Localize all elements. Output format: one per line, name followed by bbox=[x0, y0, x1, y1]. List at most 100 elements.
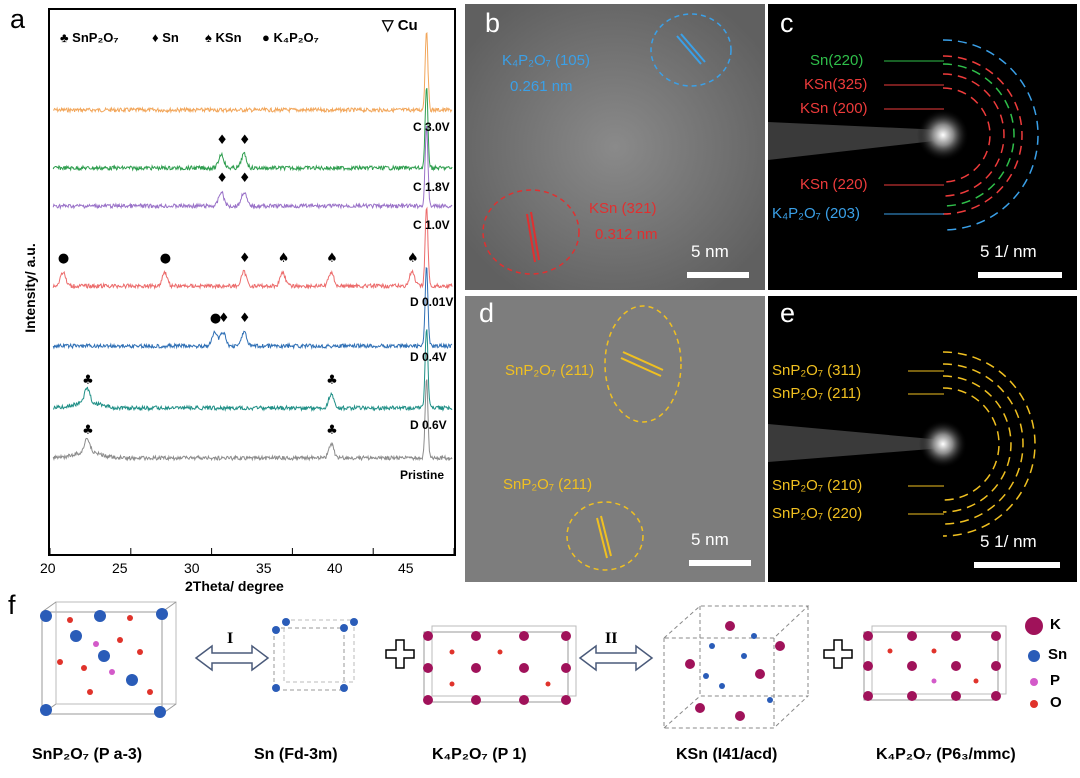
x-tick-20: 20 bbox=[40, 560, 56, 576]
structure-snp2o7 bbox=[40, 601, 177, 718]
xrd-plot: ♦ ♦ ♦ ♦ ● ● ♦ ♠ ♠ ♠ ● ♦ ♦ ♣ ♣ ♣ ♣ bbox=[48, 8, 456, 556]
legend-ksn: ♠ KSn bbox=[205, 30, 242, 45]
peak-marker-6-0: ♣ bbox=[82, 423, 94, 438]
xrd-trace-1 bbox=[52, 88, 453, 172]
structure-name-ksn: KSn (I41/acd) bbox=[676, 746, 778, 763]
tem-b-scale-text: 5 nm bbox=[691, 242, 729, 261]
x-tick-25: 25 bbox=[112, 560, 128, 576]
peak-marker-4-1: ♦ bbox=[218, 311, 230, 326]
saed-c-label-ksn325: KSn(325) bbox=[804, 76, 868, 93]
tem-d-scale-bar bbox=[689, 560, 751, 566]
legend-p-atom bbox=[1030, 678, 1038, 686]
trace-label-d06v: D 0.6V bbox=[410, 418, 447, 432]
peak-marker-3-0: ● bbox=[58, 251, 69, 266]
trace-label-c3v: C 3.0V bbox=[413, 120, 450, 134]
legend-sn-atom bbox=[1028, 650, 1040, 662]
peak-marker-1-0: ♦ bbox=[216, 133, 228, 148]
trace-label-c18v: C 1.8V bbox=[413, 180, 450, 194]
saed-e-scale-text: 5 1/ nm bbox=[980, 532, 1037, 551]
xrd-trace-6 bbox=[52, 379, 453, 462]
trace-label-d04v: D 0.4V bbox=[410, 350, 447, 364]
tem-b-label-k4p2o7: K₄P₂O₇ (105) bbox=[502, 52, 590, 69]
cu-marker: ▽ Cu bbox=[382, 17, 418, 34]
peak-marker-2-0: ♦ bbox=[216, 171, 228, 186]
tem-b-label-ksn: KSn (321) bbox=[589, 200, 657, 217]
peak-marker-4-0: ● bbox=[210, 311, 221, 326]
structure-sn bbox=[272, 618, 358, 692]
transition-label-i: I bbox=[227, 630, 234, 647]
xrd-trace-5 bbox=[52, 329, 453, 412]
saed-image-c: c Sn(220) KSn(325) KSn (200) KSn (220) K… bbox=[768, 4, 1077, 290]
tem-d-label-1: SnP₂O₇ (211) bbox=[505, 362, 595, 379]
x-tick-45: 45 bbox=[398, 560, 414, 576]
x-tick-35: 35 bbox=[256, 560, 272, 576]
trace-label-c1v: C 1.0V bbox=[413, 218, 450, 232]
saed-e-label-220: SnP₂O₇ (220) bbox=[772, 505, 863, 522]
structure-k4p2o7-p63mmc bbox=[863, 625, 1007, 701]
peak-marker-3-4: ♠ bbox=[326, 251, 338, 266]
x-tick-30: 30 bbox=[184, 560, 200, 576]
saed-e-label-211: SnP₂O₇ (211) bbox=[772, 385, 862, 402]
tem-b-label-ksn-spacing: 0.312 nm bbox=[595, 226, 658, 243]
tem-b-scale-bar bbox=[687, 272, 749, 278]
peak-marker-5-1: ♣ bbox=[326, 373, 338, 388]
tem-image-d: d SnP₂O₇ (211) SnP₂O₇ (211) 5 nm bbox=[465, 296, 765, 582]
x-tick-40: 40 bbox=[327, 560, 343, 576]
saed-e-label-210: SnP₂O₇ (210) bbox=[772, 477, 863, 494]
legend-sn: ♦ Sn bbox=[152, 30, 179, 45]
legend-o-atom bbox=[1030, 700, 1038, 708]
trace-label-d001v: D 0.01V bbox=[410, 295, 454, 309]
peak-marker-4-2: ♦ bbox=[239, 311, 251, 326]
saed-e-scale-bar bbox=[974, 562, 1060, 568]
legend-k-atom bbox=[1025, 617, 1043, 635]
y-axis-label: Intensity/ a.u. bbox=[22, 243, 38, 333]
xrd-trace-0 bbox=[53, 32, 453, 114]
trace-label-pristine: Pristine bbox=[400, 468, 445, 482]
structure-k4p2o7-p1 bbox=[423, 625, 577, 705]
tem-d-scale-text: 5 nm bbox=[691, 530, 729, 549]
crystal-structures bbox=[40, 601, 1043, 729]
peak-marker-6-1: ♣ bbox=[326, 423, 338, 438]
structure-name-sn: Sn (Fd-3m) bbox=[254, 746, 338, 763]
panel-e-letter: e bbox=[780, 298, 796, 328]
tem-image-b: b K₄P₂O₇ (105) 0.261 nm KSn (321) 0.312 … bbox=[465, 4, 765, 290]
saed-c-scale-text: 5 1/ nm bbox=[980, 242, 1037, 261]
saed-e-label-311: SnP₂O₇ (311) bbox=[772, 362, 862, 379]
xrd-trace-3 bbox=[52, 206, 453, 290]
peak-marker-2-1: ♦ bbox=[239, 171, 251, 186]
peak-marker-1-1: ♦ bbox=[239, 133, 251, 148]
legend-p-label: P bbox=[1050, 672, 1061, 689]
legend-k-label: K bbox=[1050, 616, 1061, 633]
legend-o-label: O bbox=[1050, 694, 1062, 711]
saed-image-e: e SnP₂O₇ (311) SnP₂O₇ (211) SnP₂O₇ (210)… bbox=[768, 296, 1077, 582]
tem-b-label-k4p2o7-spacing: 0.261 nm bbox=[510, 78, 573, 95]
structure-name-snp2o7: SnP₂O₇ (P a-3) bbox=[32, 746, 143, 763]
xrd-trace-4 bbox=[52, 267, 453, 350]
peak-marker-5-0: ♣ bbox=[82, 373, 94, 388]
x-axis-label: 2Theta/ degree bbox=[185, 578, 284, 594]
legend-snp2o7: ♣ SnP₂O₇ bbox=[60, 30, 119, 45]
panel-a-letter: a bbox=[10, 4, 26, 34]
saed-c-scale-bar bbox=[978, 272, 1062, 278]
saed-c-label-ksn200: KSn (200) bbox=[800, 100, 868, 117]
saed-c-label-k4p2o7-203: K₄P₂O₇ (203) bbox=[772, 205, 860, 222]
saed-c-label-sn220: Sn(220) bbox=[810, 52, 864, 69]
tem-d-label-2: SnP₂O₇ (211) bbox=[503, 476, 593, 493]
peak-marker-3-5: ♠ bbox=[407, 251, 419, 266]
peak-marker-3-3: ♠ bbox=[278, 251, 290, 266]
xrd-traces: ♦ ♦♦ ♦● ● ♦ ♠ ♠ ♠●♦ ♦♣ ♣♣ ♣ bbox=[50, 32, 454, 554]
xrd-trace-2 bbox=[52, 125, 453, 210]
peak-marker-3-1: ● bbox=[160, 251, 171, 266]
structure-ksn bbox=[662, 605, 810, 729]
panel-f-letter: f bbox=[8, 590, 16, 620]
peak-marker-3-2: ♦ bbox=[239, 251, 251, 266]
panel-c-letter: c bbox=[780, 8, 794, 38]
structure-name-k4p2o7-p1: K₄P₂O₇ (P 1) bbox=[432, 746, 527, 763]
saed-c-label-ksn220: KSn (220) bbox=[800, 176, 868, 193]
legend-sn-label: Sn bbox=[1048, 646, 1068, 663]
transition-label-ii: II bbox=[605, 630, 618, 647]
structure-name-k4p2o7-p63mmc: K₄P₂O₇ (P6₃/mmc) bbox=[876, 746, 1016, 763]
legend-k4p2o7: ● K₄P₂O₇ bbox=[262, 30, 319, 45]
panel-d-letter: d bbox=[479, 298, 495, 328]
panel-b-letter: b bbox=[485, 8, 501, 38]
